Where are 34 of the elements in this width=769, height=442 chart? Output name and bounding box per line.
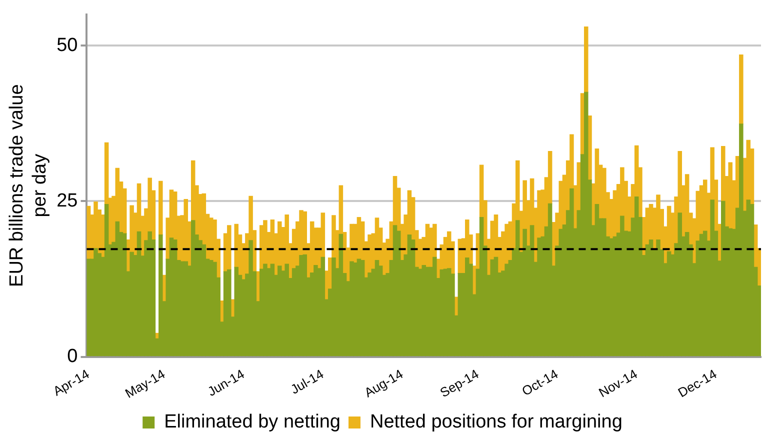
bar — [584, 26, 588, 93]
bar — [115, 221, 120, 356]
bar — [158, 234, 163, 356]
bar — [490, 259, 495, 356]
y-tick-label: 0 — [67, 346, 78, 368]
bar — [728, 228, 732, 356]
bar — [422, 264, 426, 356]
bar — [710, 200, 714, 356]
y-tick-label: 25 — [56, 190, 78, 212]
bar — [227, 225, 232, 270]
bar — [739, 124, 744, 356]
bar — [678, 212, 682, 356]
bar — [728, 162, 732, 229]
bar — [180, 261, 184, 356]
bar — [284, 264, 289, 356]
bar — [522, 228, 527, 356]
bar — [353, 262, 358, 356]
bar — [302, 254, 308, 356]
y-axis-title: EUR billions trade value per day — [6, 84, 50, 287]
bar — [746, 200, 751, 356]
bar — [504, 264, 509, 356]
bar — [158, 180, 163, 236]
bar — [248, 240, 253, 356]
bar — [739, 54, 744, 124]
bar — [609, 238, 614, 356]
bar — [148, 231, 152, 356]
bar — [368, 234, 372, 274]
bar — [130, 252, 134, 356]
bar — [227, 269, 232, 356]
bar — [234, 266, 239, 356]
y-tick-label: 50 — [56, 34, 78, 56]
bar — [368, 272, 372, 356]
legend-label: Eliminated by netting — [164, 412, 340, 433]
legend-label: Netted positions for margining — [370, 412, 622, 433]
